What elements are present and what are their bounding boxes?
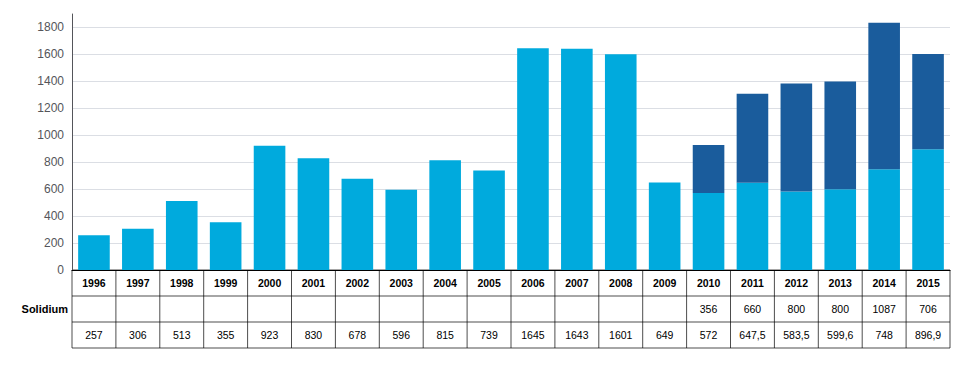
svg-text:572: 572	[700, 329, 718, 341]
svg-text:306: 306	[129, 329, 147, 341]
svg-text:2015: 2015	[916, 277, 940, 289]
svg-text:1996: 1996	[82, 277, 106, 289]
svg-text:200: 200	[44, 236, 64, 250]
svg-text:660: 660	[744, 303, 762, 315]
svg-text:1200: 1200	[37, 101, 64, 115]
svg-text:2012: 2012	[785, 277, 809, 289]
svg-text:2002: 2002	[346, 277, 370, 289]
svg-text:830: 830	[305, 329, 323, 341]
svg-text:0: 0	[57, 263, 64, 277]
svg-text:2005: 2005	[477, 277, 501, 289]
svg-text:2001: 2001	[302, 277, 326, 289]
svg-text:748: 748	[875, 329, 893, 341]
svg-text:1999: 1999	[214, 277, 238, 289]
svg-text:355: 355	[217, 329, 235, 341]
svg-text:356: 356	[700, 303, 718, 315]
svg-text:647,5: 647,5	[739, 329, 765, 341]
svg-text:1800: 1800	[37, 20, 64, 34]
svg-text:2011: 2011	[741, 277, 764, 289]
svg-text:1087: 1087	[872, 303, 896, 315]
svg-text:1998: 1998	[170, 277, 194, 289]
svg-text:649: 649	[656, 329, 674, 341]
svg-text:2010: 2010	[697, 277, 721, 289]
svg-text:599,6: 599,6	[827, 329, 853, 341]
svg-text:257: 257	[85, 329, 103, 341]
svg-text:896,9: 896,9	[915, 329, 941, 341]
svg-text:815: 815	[436, 329, 454, 341]
svg-text:1400: 1400	[37, 74, 64, 88]
svg-text:739: 739	[480, 329, 498, 341]
svg-text:2006: 2006	[521, 277, 545, 289]
svg-text:1645: 1645	[521, 329, 545, 341]
svg-text:2003: 2003	[390, 277, 414, 289]
svg-text:678: 678	[349, 329, 367, 341]
svg-text:513: 513	[173, 329, 191, 341]
svg-text:2014: 2014	[872, 277, 896, 289]
svg-text:2008: 2008	[609, 277, 633, 289]
svg-text:706: 706	[919, 303, 937, 315]
svg-text:923: 923	[261, 329, 279, 341]
svg-text:1000: 1000	[37, 128, 64, 142]
svg-text:596: 596	[392, 329, 410, 341]
svg-text:1997: 1997	[126, 277, 150, 289]
svg-text:2000: 2000	[258, 277, 282, 289]
svg-text:2007: 2007	[565, 277, 589, 289]
svg-text:600: 600	[44, 182, 64, 196]
svg-text:800: 800	[44, 155, 64, 169]
svg-text:Solidium: Solidium	[22, 303, 69, 315]
svg-text:1643: 1643	[565, 329, 589, 341]
svg-text:1600: 1600	[37, 47, 64, 61]
svg-text:400: 400	[44, 209, 64, 223]
svg-text:2013: 2013	[829, 277, 853, 289]
svg-text:2004: 2004	[433, 277, 457, 289]
svg-text:2009: 2009	[653, 277, 677, 289]
svg-text:800: 800	[788, 303, 806, 315]
svg-text:583,5: 583,5	[783, 329, 809, 341]
svg-text:800: 800	[831, 303, 849, 315]
svg-text:1601: 1601	[609, 329, 633, 341]
